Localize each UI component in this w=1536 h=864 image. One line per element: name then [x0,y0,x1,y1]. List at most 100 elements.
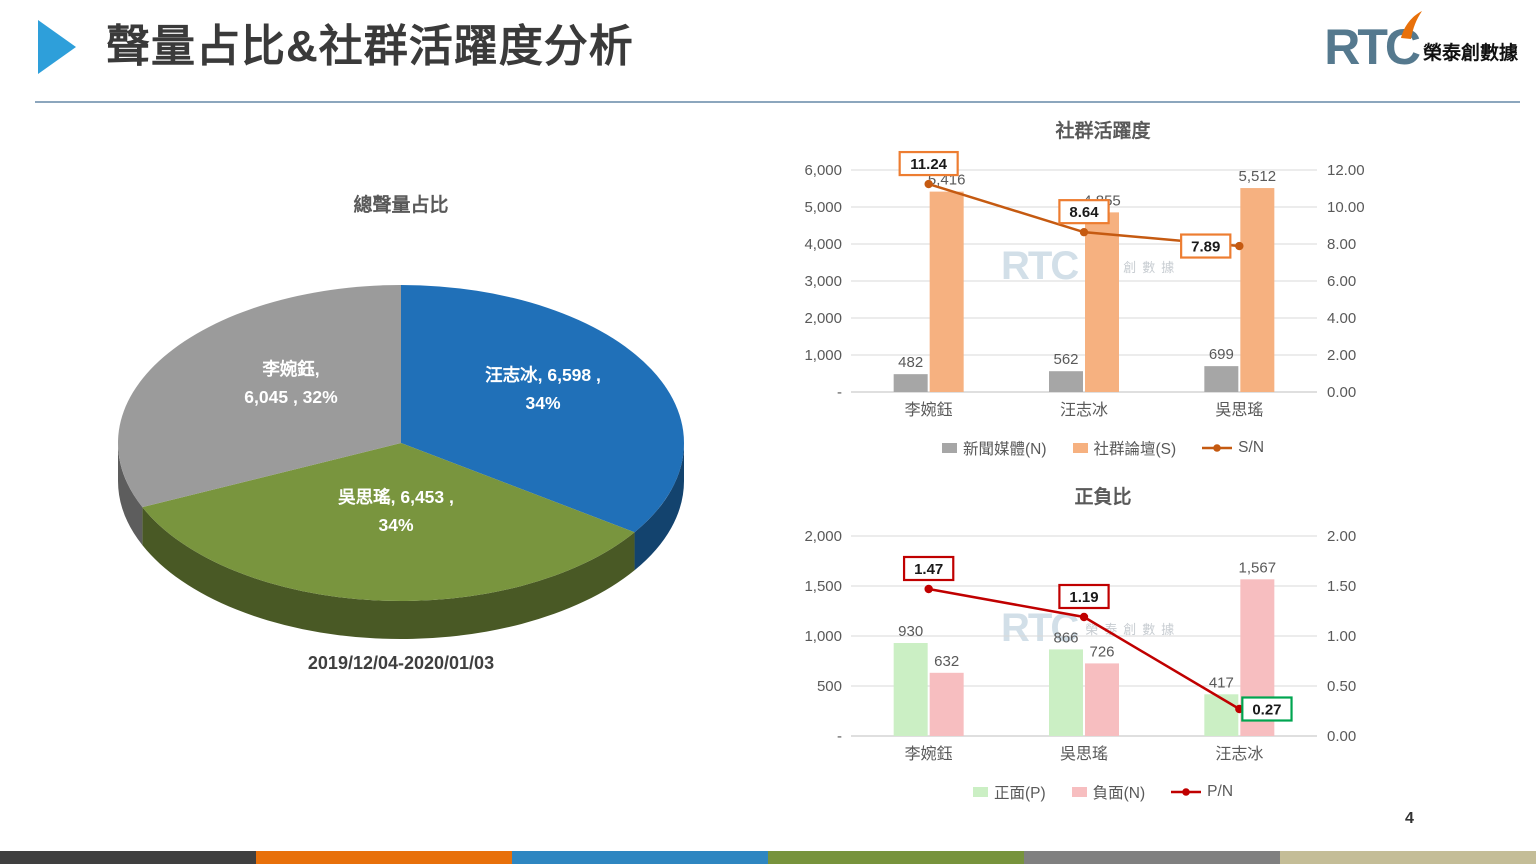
left-axis-tick: 4,000 [804,236,842,253]
category-label: 汪志冰 [1060,401,1108,419]
flame-icon [1400,11,1422,39]
right-axis-tick: 1.00 [1327,628,1356,645]
legend-label: S/N [1238,439,1265,456]
bar [1204,694,1239,736]
footer-strip-segment [256,851,512,864]
pie-chart-block: 總聲量占比 汪志冰, 6,598 , 34% 吳思瑤, 6,453 , 34% … [95,190,707,674]
bar [1085,212,1119,392]
right-axis-tick: 8.00 [1327,236,1356,253]
category-label: 吳思瑤 [1060,745,1108,763]
pie-slice-side [118,443,143,546]
page-title: 聲量占比&社群活躍度分析 [106,21,634,71]
social-activity-chart-block: RTC 榮泰創數據 社群活躍度 6,000 12.00 5,000 10.00 4,00… [793,116,1413,459]
line-value-box [902,555,955,582]
header-divider [35,101,1520,103]
legend-label: 負面(N) [1092,785,1146,802]
line-marker [924,584,933,594]
right-axis-tick: 1.50 [1327,578,1356,595]
chart-title-social-activity: 社群活躍度 [1055,121,1151,142]
legend-swatch [972,787,988,797]
legend-swatch [941,443,957,453]
footer-strip-segment [512,851,768,864]
line-value-box [898,150,959,177]
bar-value-label: 699 [1209,346,1234,363]
date-range-label: 2019/12/04-2020/01/03 [307,653,495,673]
pie-slice [401,285,684,533]
pie-svg [117,285,684,639]
chart-title-pos-neg: 正負比 [1074,487,1132,508]
right-axis-tick: 0.50 [1327,678,1356,695]
social-activity-chart: 6,000 12.00 5,000 10.00 4,000 8.00 3,000 6.00 2,… [793,140,1413,459]
combo-svg: 2,000 2.00 1,500 1.50 1,000 1.00 500 0.50 - 0.00 李… [804,528,1356,763]
page-number: 4 [1405,810,1414,827]
bar [1085,663,1119,736]
line-marker [924,179,933,189]
bar-value-label: 866 [1053,629,1078,646]
left-axis-tick: - [837,728,842,745]
legend-item: 社群論壇(S) [1072,437,1176,459]
line-marker [1235,241,1244,251]
bar [929,191,964,392]
bar-value-label: 417 [1209,674,1234,691]
line-value-box [1058,583,1110,610]
bar [929,672,964,736]
rtc-logo-brand: 榮泰創數據 [1422,43,1518,64]
rtc-logo: RTC 榮泰創數據 [1324,11,1518,72]
footer-strip-segment [1024,851,1280,864]
bar-value-label: 5,512 [1239,168,1277,185]
pos-neg-ratio-chart-block: RTC 榮泰創數據 正負比 2,000 2.00 1,500 1.50 1,000 1.0… [793,482,1413,803]
legend-item: S/N [1202,439,1264,457]
pie-chart-canvas [101,243,701,648]
legend-swatch [1071,787,1087,797]
legend-label: 新聞媒體(N) [962,441,1047,458]
footer-strip-segment [1280,851,1536,864]
left-axis-tick: 6,000 [804,162,842,179]
right-axis-tick: 2.00 [1327,528,1356,545]
left-axis-tick: 500 [817,678,842,695]
line-value-label: 8.64 [1069,204,1099,221]
bar [893,643,928,736]
left-axis-tick: 3,000 [804,273,842,290]
chart-legend: 新聞媒體(N) 社群論壇(S) S/N [793,437,1413,459]
bar [1204,366,1239,392]
category-label: 李婉鈺 [905,401,953,419]
bar-value-label: 1,567 [1239,559,1277,576]
bar-value-label: 930 [898,623,923,640]
category-label: 李婉鈺 [905,745,953,763]
bar [1049,649,1083,736]
pie-slice-side [634,443,684,571]
line-value-label: 7.89 [1191,239,1220,256]
right-axis-tick: 0.00 [1327,728,1356,745]
line-value-label: 1.47 [914,561,943,578]
left-axis-tick: 2,000 [804,310,842,327]
legend-item: P/N [1171,783,1233,801]
legend-swatch [1072,443,1088,453]
left-axis-tick: 2,000 [804,528,842,545]
category-label: 吳思瑤 [1215,401,1263,419]
bar-value-label: 726 [1089,643,1114,660]
rtc-logo-mark: RTC [1324,11,1422,72]
footer-strip-segment [768,851,1024,864]
line-marker [1079,227,1089,237]
right-axis-tick: 4.00 [1327,310,1356,327]
pie-slice [117,285,401,508]
bar-value-label: 632 [934,653,959,670]
legend-item: 新聞媒體(N) [941,437,1047,459]
legend-line-key [1171,788,1202,796]
line-value-box [1180,233,1232,259]
header: 聲量占比&社群活躍度分析 [38,20,634,74]
combo-svg: 6,000 12.00 5,000 10.00 4,000 8.00 3,000 6.00 2,… [804,150,1365,419]
bar [1240,188,1275,392]
legend-item: 正面(P) [972,781,1046,803]
legend-item: 負面(N) [1071,781,1146,803]
left-axis-tick: 1,500 [804,578,842,595]
title-bullet-icon [38,20,76,74]
line-value-box [1058,199,1110,225]
bar [1049,371,1083,392]
legend-label: 正面(P) [993,785,1046,802]
legend-label: P/N [1207,783,1234,800]
footer-strip-segment [0,851,256,864]
right-axis-tick: 10.00 [1327,199,1365,216]
bar [893,374,928,392]
pie-slice-side [142,507,635,639]
